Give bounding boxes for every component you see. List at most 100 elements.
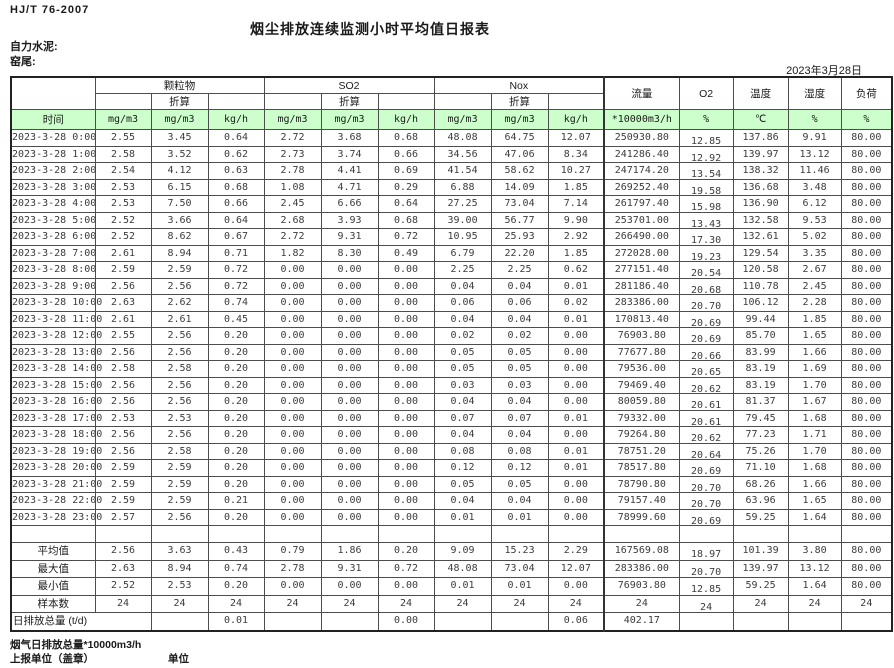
cell: 2.56 [94,426,152,444]
cell: 1.66 [787,475,842,493]
cell: 0.00 [263,277,322,295]
unit-header: % [787,109,842,130]
cell: 0.00 [320,459,379,477]
cell: 0.00 [263,261,322,279]
cell: 0.04 [433,310,492,328]
cell: 12.07 [547,129,605,147]
cell: 0.00 [377,393,435,411]
cell: 0.00 [377,426,435,444]
company-label: 自力水泥: [10,41,58,53]
cell: 170813.40 [603,310,680,328]
cell: 0.00 [547,360,605,378]
cell: 0.00 [547,343,605,361]
cell: 24 [732,594,789,613]
cell: 277151.40 [603,261,680,279]
table-row: 2023-3-28 1:00 2.58 3.52 0.62 2.73 3.74 0.66 34… [10,145,893,164]
cell: 1.70 [787,376,842,394]
cell: 8.94 [150,244,209,262]
cell: 39.00 [433,211,492,229]
cell: 2023-3-28 20:00 [10,459,102,477]
cell: 0.05 [433,343,492,361]
cell: 6.15 [150,178,209,196]
cell [840,612,893,631]
cell: 2.63 [94,559,152,578]
cell: 0.00 [320,327,379,345]
cell: 0.05 [490,360,549,378]
cell: 1.67 [787,393,842,411]
cell: 2.58 [94,360,152,378]
table-row: 2023-3-28 20:00 2.59 2.59 0.20 0.00 0.00 0.00 0… [10,459,893,477]
cell: 58.62 [490,162,549,180]
summary-row: 最大值 2.63 8.94 0.74 2.78 9.31 0.72 48.08 73.04 12.… [10,559,893,578]
cell: 0.68 [207,178,265,196]
cell: 0.03 [433,376,492,394]
cell: 20.65 [678,360,734,378]
cell: 0.05 [433,360,492,378]
cell: 2.58 [150,442,209,460]
table-row: 2023-3-28 17:00 2.53 2.53 0.20 0.00 0.00 0.00 0… [10,409,893,428]
unit-header: mg/m3 [433,109,492,130]
cell: 0.00 [377,376,435,394]
cell: 261797.40 [603,195,680,213]
cell: 0.00 [320,277,379,295]
cell: 80.00 [840,492,893,510]
cell: 11.46 [787,162,842,180]
cell [207,525,265,543]
cell: 9.31 [320,228,379,246]
cell: 0.20 [207,459,265,477]
cell: 2.55 [94,327,152,345]
table-row: 2023-3-28 2:00 2.54 4.12 0.63 2.78 4.41 0.69 41… [10,162,893,180]
unit-header: *10000m3/h [603,109,680,130]
unit-header: mg/m3 [94,109,152,130]
cell: 1.64 [787,508,842,526]
cell: 77.23 [732,426,789,444]
cell [150,612,209,631]
cell: 2.53 [94,178,152,196]
cell: 0.00 [263,360,322,378]
cell: 0.00 [320,442,379,460]
cell [433,525,492,543]
cell: 1.71 [787,426,842,444]
cell: 2.56 [94,376,152,394]
cell: 2.63 [94,294,152,312]
cell: 80.00 [840,277,893,295]
cell [433,612,492,631]
cell: 27.25 [433,195,492,213]
cell: 0.20 [207,426,265,444]
cell: 0.00 [377,459,435,477]
cell: 12.07 [547,559,605,578]
cell: 0.20 [207,360,265,378]
cell: 2023-3-28 7:00 [10,244,96,262]
cell: 0.00 [320,360,379,378]
cell: 0.01 [547,310,605,328]
cell: 0.00 [263,409,322,427]
cell: 2.52 [94,228,152,246]
cell: 0.00 [377,508,435,526]
blank-cell [94,93,152,110]
cell: 13.12 [787,145,842,163]
cell: 3.74 [320,145,379,163]
converted-header-so2: 折算 [320,93,379,110]
table-row: 2023-3-28 14:00 2.58 2.58 0.20 0.00 0.00 0.00 0… [10,360,893,378]
cell: 0.00 [320,475,379,493]
cell: 6.79 [433,244,492,262]
cell: 247174.20 [603,162,680,180]
cell: 0.00 [547,492,605,510]
cell: 24 [603,594,680,613]
cell: 0.74 [207,559,265,578]
cell: 2.59 [150,261,209,279]
cell: 80.00 [840,178,893,196]
cell: 79469.40 [603,376,680,394]
cell: 2.56 [150,277,209,295]
cell: 2.25 [433,261,492,279]
cell: 2023-3-28 19:00 [10,442,102,460]
cell: 2.59 [150,475,209,493]
cell: 0.00 [263,459,322,477]
cell: 0.01 [490,508,549,526]
cell: 120.58 [732,261,789,279]
cell: 34.56 [433,145,492,163]
cell: 0.21 [207,492,265,510]
col-load: 负荷 [840,76,893,110]
cell: 9.91 [787,129,842,147]
cell: 80.00 [840,310,893,328]
